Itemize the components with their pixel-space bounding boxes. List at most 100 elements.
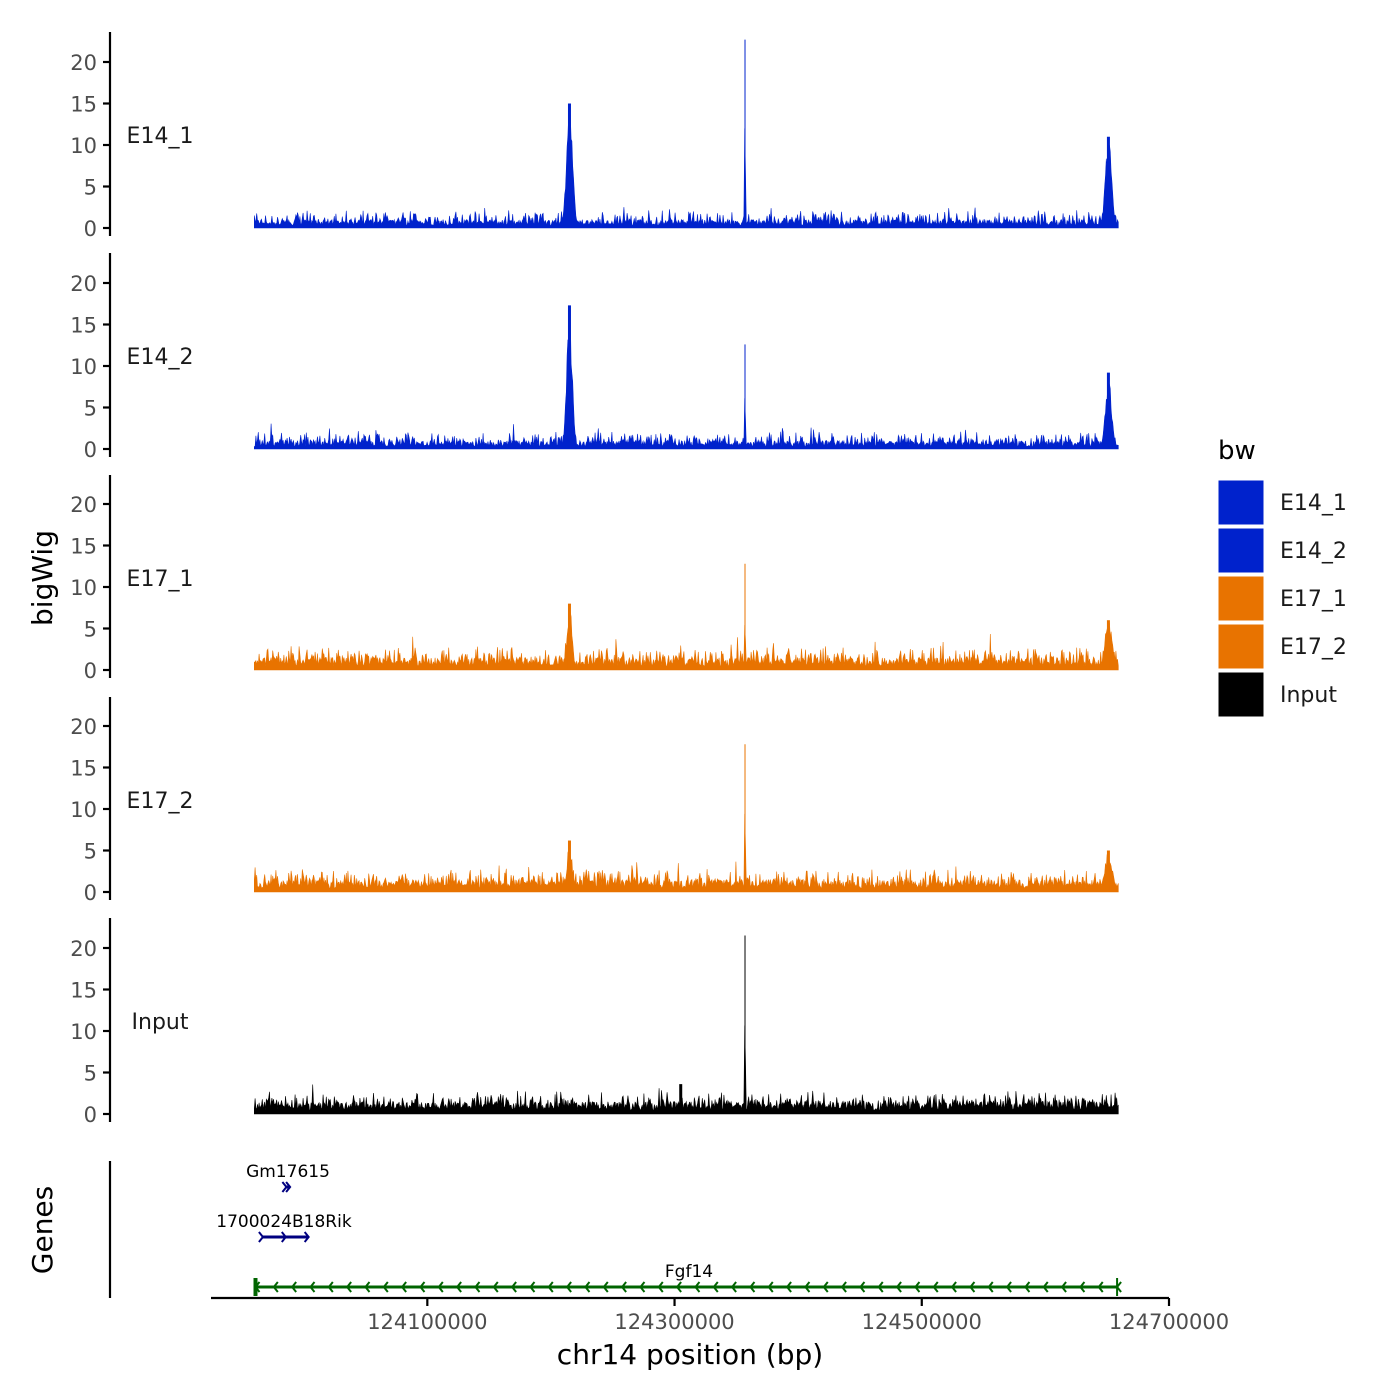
strand-chevron — [345, 1281, 352, 1293]
bigwig-tracks: 0 5 10 15 20 E14_1 0 5 10 15 20 E14_2 0 5 10 15 20 E17_1 0… — [70, 32, 1119, 1127]
legend-swatch-e17_1 — [1217, 575, 1265, 622]
strand-chevron — [327, 1281, 334, 1293]
strand-chevron — [675, 1281, 682, 1293]
y-tick-label: 15 — [70, 979, 97, 1003]
gene-label: Fgf14 — [665, 1262, 713, 1282]
strand-chevron — [785, 1281, 792, 1293]
gene-1700024b18rik: 1700024B18Rik — [216, 1212, 352, 1243]
strand-chevron — [272, 1281, 279, 1293]
strand-chevron — [258, 1231, 265, 1243]
gene-gm17615: Gm17615 — [246, 1162, 330, 1193]
y-tick-label: 20 — [70, 715, 97, 739]
strand-chevron — [969, 1281, 976, 1293]
track-label: E17_2 — [127, 789, 194, 814]
strand-chevron — [767, 1281, 774, 1293]
signal-area-e14_2 — [254, 305, 1119, 450]
y-tick-label: 10 — [70, 576, 97, 600]
legend-label: E14_2 — [1280, 539, 1347, 564]
y-tick-label: 15 — [70, 757, 97, 781]
strand-chevron — [620, 1281, 627, 1293]
strand-chevron — [400, 1281, 407, 1293]
y-tick-label: 0 — [84, 217, 97, 241]
strand-chevron — [437, 1281, 444, 1293]
track-label: E14_2 — [127, 345, 194, 370]
strand-chevron — [364, 1281, 371, 1293]
legend-label: E14_1 — [1280, 491, 1347, 516]
track-e17_2: 0 5 10 15 20 E17_2 — [70, 697, 1119, 905]
legend-swatch-input — [1217, 671, 1265, 718]
strand-chevron — [914, 1281, 921, 1293]
strand-chevron — [1060, 1281, 1067, 1293]
strand-chevron — [529, 1281, 536, 1293]
y-tick-label: 10 — [70, 355, 97, 379]
gene-label: Gm17615 — [246, 1162, 330, 1182]
gene-label: 1700024B18Rik — [216, 1212, 352, 1232]
track-e14_1: 0 5 10 15 20 E14_1 — [70, 32, 1119, 241]
strand-chevron — [657, 1281, 664, 1293]
y-tick-label: 5 — [84, 1062, 97, 1086]
track-e14_2: 0 5 10 15 20 E14_2 — [70, 253, 1119, 462]
y-tick-label: 5 — [84, 840, 97, 864]
legend-title: bw — [1218, 436, 1256, 466]
y-tick-label: 10 — [70, 798, 97, 822]
y-tick-label: 15 — [70, 314, 97, 338]
legend-label: E17_2 — [1280, 635, 1347, 660]
strand-chevron — [840, 1281, 847, 1293]
y-tick-label: 20 — [70, 493, 97, 517]
strand-chevron — [492, 1281, 499, 1293]
y-tick-label: 0 — [84, 1103, 97, 1127]
signal-area-e17_2 — [254, 813, 1119, 893]
y-tick-label: 5 — [84, 176, 97, 200]
y-tick-label: 15 — [70, 93, 97, 117]
x-axis-title: chr14 position (bp) — [557, 1338, 823, 1371]
strand-chevron — [1079, 1281, 1086, 1293]
genes-axis-title: Genes — [26, 1186, 59, 1274]
legend-label: Input — [1280, 683, 1337, 708]
legend-swatch-e14_2 — [1217, 527, 1265, 574]
legend-label: E17_1 — [1280, 587, 1347, 612]
strand-chevron — [290, 1281, 297, 1293]
strand-chevron — [1042, 1281, 1049, 1293]
y-tick-label: 10 — [70, 1020, 97, 1044]
strand-chevron — [309, 1281, 316, 1293]
x-tick-label: 124300000 — [614, 1310, 734, 1334]
strand-chevron — [1005, 1281, 1012, 1293]
y-tick-label: 20 — [70, 937, 97, 961]
x-tick-label: 124100000 — [367, 1310, 487, 1334]
y-tick-label: 0 — [84, 659, 97, 683]
y-tick-label: 10 — [70, 134, 97, 158]
strand-chevron — [694, 1281, 701, 1293]
strand-chevron — [950, 1281, 957, 1293]
track-label: Input — [132, 1010, 189, 1035]
strand-chevron — [565, 1281, 572, 1293]
strand-chevron — [804, 1281, 811, 1293]
strand-chevron — [285, 1181, 292, 1193]
strand-chevron — [877, 1281, 884, 1293]
y-tick-label: 20 — [70, 272, 97, 296]
strand-chevron — [712, 1281, 719, 1293]
legend: bw E14_1 E14_2 E17_1 E17_2 Input — [1217, 436, 1347, 718]
x-tick-label: 124500000 — [862, 1310, 982, 1334]
legend-swatch-e17_2 — [1217, 623, 1265, 670]
track-label: E14_1 — [127, 124, 194, 149]
strand-chevron — [639, 1281, 646, 1293]
strand-chevron — [859, 1281, 866, 1293]
strand-chevron — [1097, 1281, 1104, 1293]
strand-chevron — [474, 1281, 481, 1293]
strand-chevron — [822, 1281, 829, 1293]
y-tick-label: 0 — [84, 438, 97, 462]
strand-chevron — [281, 1181, 288, 1193]
y-tick-label: 20 — [70, 51, 97, 75]
track-label: E17_1 — [127, 567, 194, 592]
strand-chevron — [382, 1281, 389, 1293]
strand-chevron — [455, 1281, 462, 1293]
strand-chevron — [419, 1281, 426, 1293]
signal-area-e17_1 — [254, 608, 1119, 671]
strand-chevron — [303, 1231, 310, 1243]
legend-swatch-e14_1 — [1217, 479, 1265, 526]
y-axis-title: bigWig — [26, 530, 59, 626]
strand-chevron — [932, 1281, 939, 1293]
y-tick-label: 0 — [84, 881, 97, 905]
strand-chevron — [281, 1231, 288, 1243]
